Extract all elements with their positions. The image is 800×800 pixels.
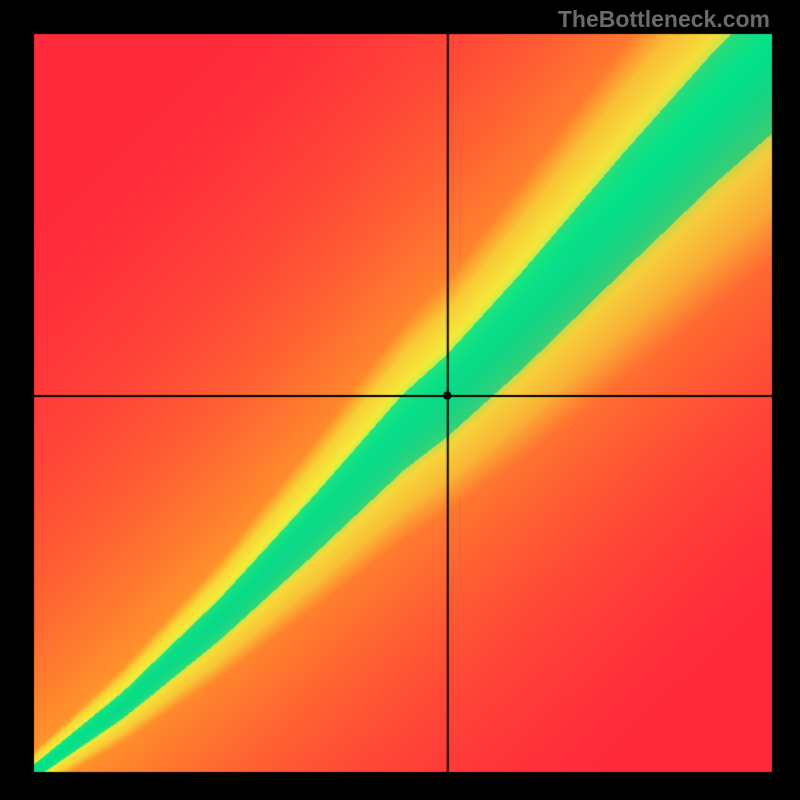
watermark-text: TheBottleneck.com bbox=[558, 6, 770, 33]
bottleneck-heatmap bbox=[0, 0, 800, 800]
chart-container: TheBottleneck.com bbox=[0, 0, 800, 800]
